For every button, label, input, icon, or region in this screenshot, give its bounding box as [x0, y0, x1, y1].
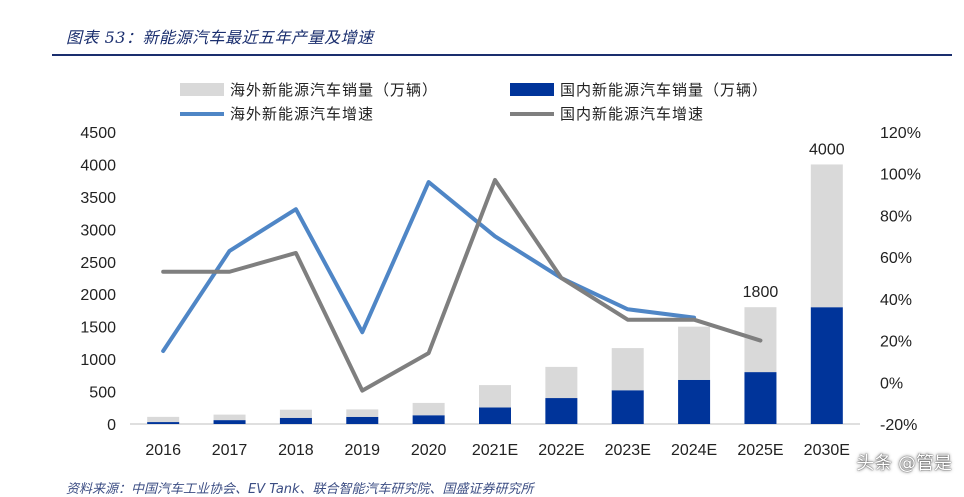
bar-overseas: [611, 348, 644, 391]
bar-domestic: [412, 415, 445, 424]
legend-swatch-bar: [510, 83, 554, 96]
x-tick-label: 2019: [344, 442, 380, 459]
legend-swatch-bar: [180, 83, 224, 96]
bar-domestic: [744, 372, 777, 424]
bar-domestic: [147, 422, 180, 424]
overseas-growth-line: [161, 180, 697, 353]
watermark: 头条 @管是: [856, 453, 952, 474]
legend-label: 国内新能源汽车销量（万辆）: [560, 81, 768, 99]
x-tick-label: 2020: [411, 442, 447, 459]
bar-domestic: [545, 398, 578, 424]
right-y-tick-label: 0%: [880, 375, 903, 392]
left-y-tick-label: 1500: [80, 320, 116, 337]
bar-overseas: [213, 414, 246, 421]
legend-label: 海外新能源汽车销量（万辆）: [230, 81, 438, 99]
left-y-tick-label: 2000: [80, 287, 116, 304]
left-y-tick-label: 2500: [80, 255, 116, 272]
x-tick-label: 2024E: [671, 442, 717, 459]
left-y-tick-label: 3000: [80, 222, 116, 239]
bar-domestic: [810, 307, 843, 424]
left-y-tick-label: 3500: [80, 190, 116, 207]
x-tick-label: 2023E: [605, 442, 651, 459]
bar-overseas: [279, 409, 312, 418]
x-tick-label: 2022E: [538, 442, 584, 459]
x-tick-label: 2016: [145, 442, 181, 459]
bar-domestic: [213, 420, 246, 424]
data-label: 4000: [809, 141, 845, 158]
right-y-tick-label: 100%: [880, 167, 921, 184]
x-tick-label: 2030E: [804, 442, 850, 459]
x-tick-label: 2025E: [737, 442, 783, 459]
bar-overseas: [346, 409, 379, 417]
legend-label: 国内新能源汽车增速: [560, 105, 704, 123]
bar-domestic: [678, 379, 711, 424]
legend-label: 海外新能源汽车增速: [230, 105, 374, 123]
right-y-tick-label: -20%: [880, 417, 917, 434]
x-tick-label: 2018: [278, 442, 314, 459]
domestic-growth-line: [161, 177, 763, 393]
right-y-tick-label: 40%: [880, 292, 912, 309]
figure-title: 图表 53：新能源汽车最近五年产量及增速: [66, 28, 374, 47]
left-y-tick-label: 4500: [80, 125, 116, 142]
bar-overseas: [147, 416, 180, 423]
right-y-tick-label: 20%: [880, 334, 912, 351]
left-y-tick-label: 500: [89, 385, 116, 402]
left-y-tick-label: 0: [107, 417, 116, 434]
x-tick-label: 2021E: [472, 442, 518, 459]
source-note: 资料来源：中国汽车工业协会、EV Tank、联合智能汽车研究院、国盛证券研究所: [66, 482, 534, 497]
right-y-tick-label: 120%: [880, 125, 921, 142]
left-y-tick-label: 1000: [80, 352, 116, 369]
x-tick-label: 2017: [212, 442, 248, 459]
bar-domestic: [279, 417, 312, 424]
data-label: 1800: [743, 284, 779, 301]
bar-overseas: [479, 385, 511, 408]
bar-domestic: [479, 407, 511, 424]
combo-chart: 0 500 1000 1500 2000 2500 3000 3500 4000 4500 -20%…: [80, 81, 921, 459]
bar-overseas: [810, 164, 843, 308]
bar-domestic: [346, 416, 379, 424]
bar-overseas: [545, 366, 578, 399]
bar-overseas: [678, 326, 711, 380]
bar-domestic: [611, 390, 644, 424]
title-rule: [52, 54, 952, 56]
left-y-tick-label: 4000: [80, 157, 116, 174]
right-y-tick-label: 60%: [880, 250, 912, 267]
right-y-tick-label: 80%: [880, 208, 912, 225]
bar-overseas: [412, 402, 445, 416]
